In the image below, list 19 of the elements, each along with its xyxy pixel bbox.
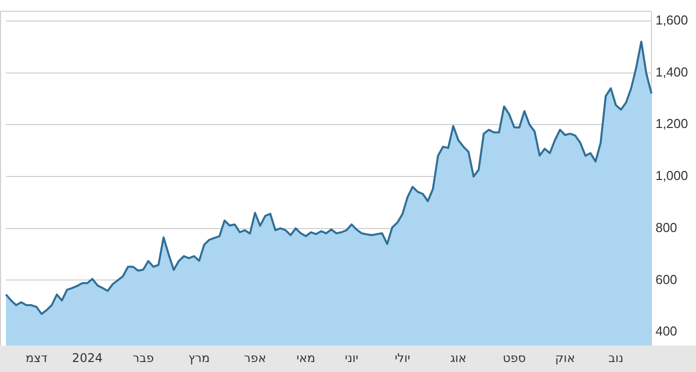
x-tick-label: אפר xyxy=(244,350,266,365)
y-tick-label: 600 xyxy=(655,272,678,287)
x-tick-label: פבר xyxy=(132,350,154,365)
x-tick-label: אוג xyxy=(450,350,466,365)
x-tick-label: יולי xyxy=(394,350,410,365)
x-tick-label: נוב xyxy=(608,350,624,365)
y-tick-label: 1,000 xyxy=(655,168,688,184)
y-tick-label: 800 xyxy=(655,220,678,235)
x-tick-label: ספט xyxy=(502,350,526,365)
x-tick-label: יוני xyxy=(344,350,358,365)
y-tick-label: 400 xyxy=(655,324,678,339)
y-tick-label: 1,600 xyxy=(655,12,688,28)
x-tick-label: אוק xyxy=(555,350,575,365)
y-tick-label: 1,200 xyxy=(655,116,688,132)
x-tick-label: מרץ xyxy=(188,350,210,365)
y-tick-label: 1,400 xyxy=(655,64,688,80)
x-tick-label: דצמ xyxy=(26,350,48,365)
x-tick-label: 2024 xyxy=(72,350,103,365)
x-tick-label: מאי xyxy=(296,350,316,365)
